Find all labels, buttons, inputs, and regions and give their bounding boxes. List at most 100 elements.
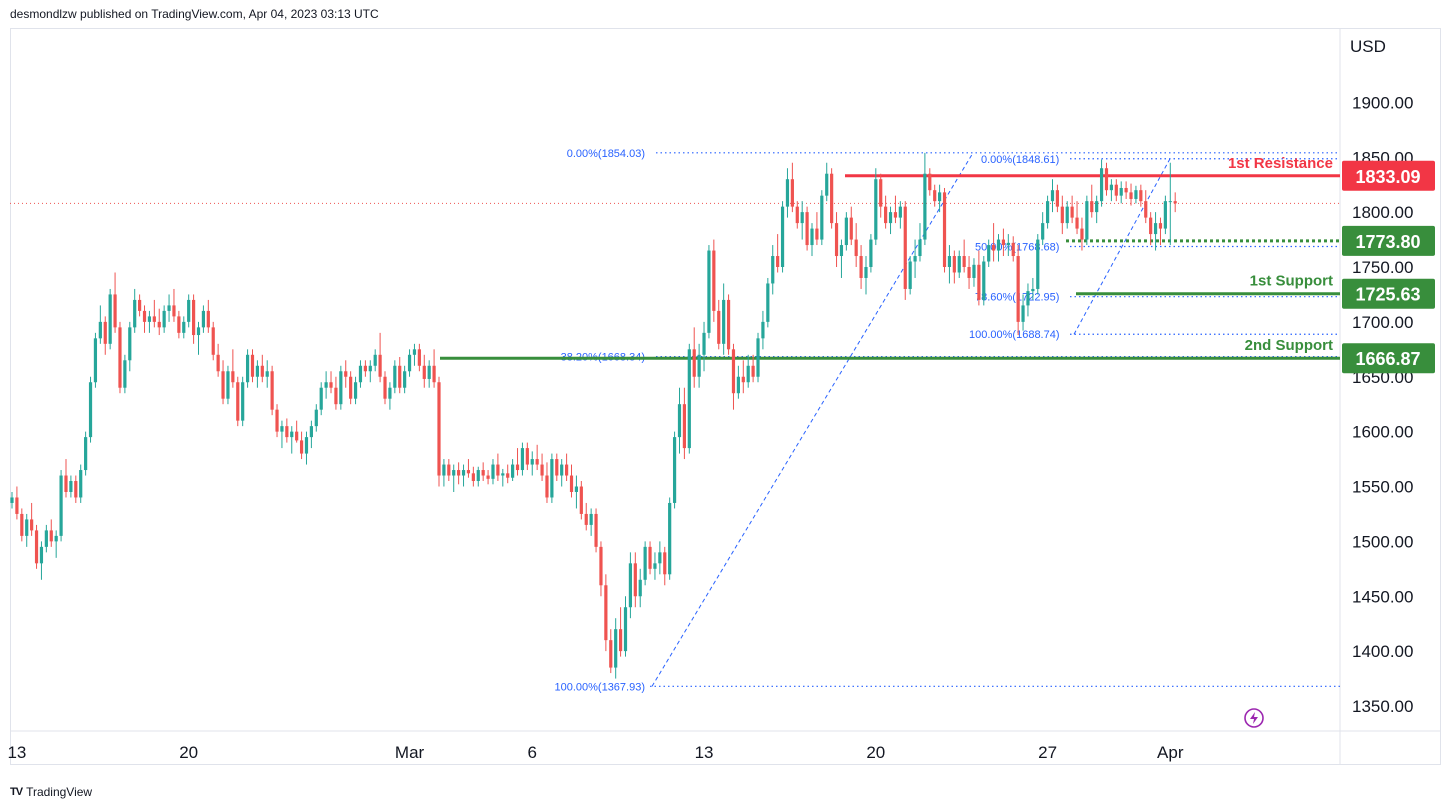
fib-trend-line <box>1073 158 1171 335</box>
candle-body <box>780 206 785 267</box>
candle-body <box>388 387 392 399</box>
candle-body <box>834 223 839 257</box>
fibonacci-retracements[interactable]: 0.00%(1854.03)38.20%(1668.34)100.00%(136… <box>554 148 1340 693</box>
candle-body <box>805 212 809 246</box>
candle-body <box>461 470 466 476</box>
candle-body <box>363 365 367 372</box>
candle-body <box>1104 168 1109 191</box>
candle-body <box>353 382 358 399</box>
key-levels[interactable]: 1st Resistance 1st Support 2nd Support <box>440 155 1340 360</box>
candle-body <box>196 327 201 336</box>
candle-body <box>44 530 48 547</box>
level-price-text: 1725.63 <box>1355 285 1420 305</box>
event-marker[interactable] <box>1244 708 1264 728</box>
candle-body <box>933 190 937 202</box>
candle-body <box>128 327 132 361</box>
candle-body <box>947 256 952 267</box>
candle-body <box>820 195 824 240</box>
y-tick-label: 1550.00 <box>1352 478 1413 497</box>
candle-body <box>358 365 363 383</box>
candle-body <box>717 310 721 344</box>
y-tick-label: 1400.00 <box>1352 642 1413 661</box>
candle-body <box>795 206 799 224</box>
candle-body <box>255 365 259 377</box>
candle-body <box>10 497 14 503</box>
candle-body <box>265 371 269 377</box>
candle-body <box>270 371 274 410</box>
candle-body <box>677 404 682 438</box>
candle-body <box>123 360 127 388</box>
candle-body <box>142 310 147 322</box>
candle-body <box>167 305 171 311</box>
candle-body <box>373 354 377 366</box>
candle-body <box>1050 190 1055 202</box>
candle-body <box>54 535 58 542</box>
candle-body <box>1060 206 1064 224</box>
candle-body <box>466 470 471 474</box>
fib-level-label: 100.00%(1688.74) <box>969 329 1060 341</box>
candle-body <box>893 212 898 218</box>
lightning-icon <box>1250 712 1258 724</box>
candle-body <box>368 365 372 372</box>
candle-body <box>226 371 230 399</box>
candle-body <box>481 470 485 476</box>
candle-body <box>628 563 633 608</box>
candle-body <box>1011 242 1015 257</box>
fib-level-label: 0.00%(1848.61) <box>981 154 1059 166</box>
candle-body <box>1114 184 1118 196</box>
candle-body <box>830 173 834 224</box>
candle-body <box>938 192 942 202</box>
candle-body <box>1036 239 1040 289</box>
candle-body <box>59 475 63 536</box>
candle-body <box>157 321 161 328</box>
candle-body <box>1090 201 1094 213</box>
candle-body <box>810 228 814 246</box>
candle-body <box>172 305 176 317</box>
candle-body <box>722 299 726 344</box>
candle-body <box>314 409 318 427</box>
candle-body <box>1134 190 1138 199</box>
candle-body <box>211 327 215 355</box>
candle-body <box>874 179 878 240</box>
candle-body <box>854 239 858 257</box>
candle-body <box>304 437 309 454</box>
level-badges: 1833.09 1773.80 1725.63 1666.87 <box>1342 160 1435 374</box>
candle-body <box>64 475 68 492</box>
candle-body <box>1109 184 1113 191</box>
candle-body <box>147 316 152 322</box>
chart-frame[interactable] <box>10 28 1441 765</box>
candle-body <box>535 459 539 465</box>
candle-body <box>1149 217 1153 235</box>
candle-body <box>113 294 117 328</box>
y-tick-label: 1750.00 <box>1352 258 1413 277</box>
candle-body <box>1016 256 1020 322</box>
x-tick-label: Mar <box>395 743 425 762</box>
candle-body <box>982 261 986 300</box>
candle-body <box>589 513 593 525</box>
candle-body <box>731 349 736 394</box>
candle-body <box>638 579 642 597</box>
candle-body <box>761 321 765 339</box>
candle-body <box>457 470 461 476</box>
candle-body <box>1026 291 1030 306</box>
level-price-text: 1666.87 <box>1355 349 1420 369</box>
candle-body <box>427 365 431 379</box>
candle-body <box>844 217 848 246</box>
candle-body <box>98 321 102 339</box>
candle-body <box>299 440 304 454</box>
candle-body <box>879 179 883 207</box>
y-tick-label: 1350.00 <box>1352 697 1413 716</box>
candle-body <box>285 426 289 438</box>
candle-body <box>407 354 412 372</box>
tradingview-logo-icon: TV <box>10 786 23 798</box>
time-axis[interactable]: 13 20 Mar 6 13 20 27 Apr <box>7 743 1183 762</box>
candle-body <box>672 437 677 503</box>
candle-body <box>1124 187 1128 193</box>
candle-body <box>260 365 264 377</box>
candle-body <box>496 464 500 476</box>
candle-body <box>280 426 284 432</box>
candle-body <box>992 245 996 251</box>
candle-body <box>1070 206 1074 218</box>
level-label: 1st Resistance <box>1228 155 1333 172</box>
